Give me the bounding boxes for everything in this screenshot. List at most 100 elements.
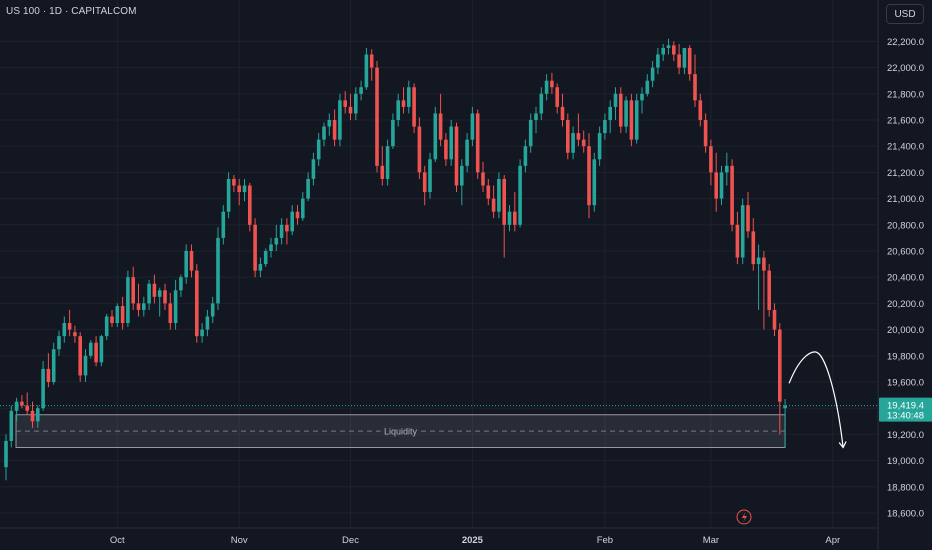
candle-body — [147, 283, 151, 304]
candle-body — [136, 303, 141, 310]
candle-body — [422, 172, 427, 193]
candle-body — [163, 290, 167, 304]
candle-body — [597, 133, 602, 160]
candle-body — [41, 368, 45, 409]
candle-body — [465, 139, 469, 166]
y-tick-label: 18,600.0 — [887, 509, 924, 520]
candle-body — [751, 231, 756, 265]
candle-body — [719, 172, 724, 199]
y-tick-label: 20,600.0 — [887, 247, 924, 258]
candle-body — [539, 93, 544, 114]
candle-body — [401, 100, 406, 107]
y-tick-label: 20,200.0 — [887, 299, 924, 310]
candle-body — [30, 410, 35, 422]
candle-body — [491, 198, 496, 212]
candle-body — [438, 113, 443, 140]
candle-body — [645, 80, 650, 94]
candle-body — [518, 165, 522, 225]
candle-body — [550, 80, 554, 88]
candle-body — [470, 113, 475, 140]
candle-body — [78, 336, 82, 376]
candle-body — [560, 106, 565, 120]
candle-body — [412, 87, 416, 127]
liquidity-label: Liquidity — [384, 427, 418, 437]
candle-body — [279, 224, 284, 238]
y-tick-label: 21,800.0 — [887, 89, 924, 100]
x-tick-label: Apr — [825, 535, 840, 546]
y-tick-label: 19,000.0 — [887, 456, 924, 467]
candle-body — [566, 120, 570, 153]
candle-body — [51, 349, 56, 382]
candle-body — [449, 126, 453, 160]
candle-body — [142, 303, 146, 310]
liquidity-label-bg — [380, 425, 421, 438]
candle-body — [237, 185, 241, 193]
candle-body — [444, 139, 448, 160]
candle-body — [682, 47, 687, 68]
arrow-head — [838, 441, 847, 449]
candle-body — [497, 178, 501, 212]
candle-body — [110, 316, 114, 324]
y-tick-label: 21,200.0 — [887, 168, 924, 179]
candle-body — [306, 178, 310, 199]
candle-body — [730, 165, 734, 225]
candle-body — [587, 146, 591, 206]
candle-body — [301, 198, 305, 219]
candle-body — [592, 159, 597, 206]
candle-body — [481, 172, 485, 186]
symbol-title: US 100 · 1D · CAPITALCOM — [6, 6, 137, 17]
candle-body — [576, 133, 581, 140]
candle-body — [120, 306, 125, 324]
candle-body — [168, 303, 173, 324]
currency-button[interactable]: USD — [886, 4, 924, 24]
candle-body — [67, 323, 72, 330]
y-tick-label: 20,400.0 — [887, 273, 924, 284]
candle-body — [316, 139, 321, 160]
candle-body — [460, 165, 464, 186]
candle-body — [4, 440, 8, 468]
candle-body — [263, 251, 268, 265]
y-tick-label: 18,800.0 — [887, 482, 924, 493]
candle-body — [380, 165, 385, 179]
candle-body — [200, 329, 204, 337]
candle-body — [232, 178, 236, 186]
candle-body — [36, 408, 40, 422]
candle-body — [581, 139, 586, 147]
candle-body — [693, 74, 697, 101]
candle-body — [253, 224, 257, 271]
forecast-arrow — [788, 351, 844, 448]
candle-body — [46, 368, 51, 382]
candle-body — [20, 401, 24, 406]
candle-body — [274, 237, 279, 245]
candle-body — [173, 290, 178, 324]
candle-body — [656, 54, 660, 68]
y-tick-label: 22,200.0 — [887, 37, 924, 48]
candle-body — [285, 224, 289, 232]
candle-body — [216, 237, 220, 304]
candle-body — [523, 146, 528, 166]
candle-body — [687, 47, 692, 75]
candle-body — [507, 211, 512, 225]
candle-body — [157, 290, 162, 297]
candle-body — [661, 47, 665, 55]
candle-body — [385, 146, 390, 179]
y-tick-label: 19,800.0 — [887, 351, 924, 362]
candle-body — [756, 257, 761, 265]
candle-body — [258, 264, 263, 271]
candle-body — [9, 410, 14, 441]
lightning-bolt — [742, 512, 747, 523]
candle-body — [391, 120, 395, 147]
x-tick-label: Feb — [597, 535, 613, 546]
candle-body — [242, 185, 247, 193]
candle-body — [603, 120, 607, 134]
lightning-icon[interactable] — [736, 509, 752, 525]
candle-body — [62, 323, 67, 337]
candle-body — [613, 93, 618, 107]
candle-body — [83, 355, 88, 376]
x-tick-label: Dec — [342, 535, 359, 546]
y-tick-label: 20,800.0 — [887, 220, 924, 231]
candle-body — [179, 277, 183, 291]
candle-body — [311, 159, 316, 179]
y-tick-label: 19,600.0 — [887, 378, 924, 389]
